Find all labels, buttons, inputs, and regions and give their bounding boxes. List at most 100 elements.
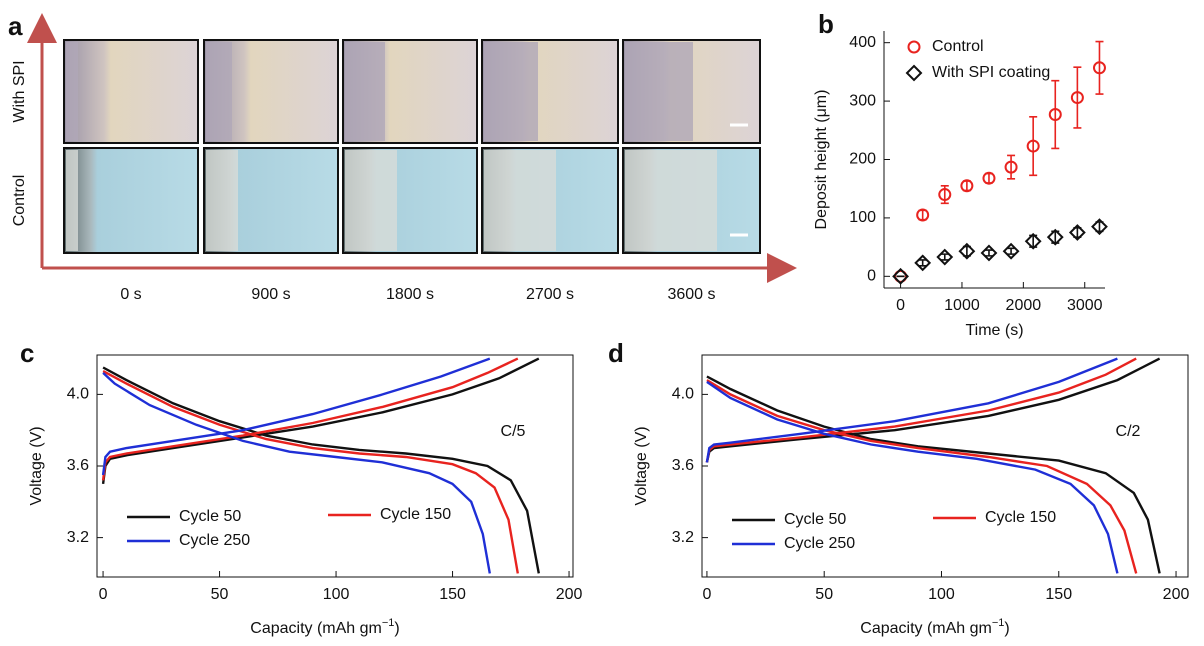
curve xyxy=(101,357,540,485)
point xyxy=(894,269,908,283)
x-tick-label: 150 xyxy=(1045,586,1072,603)
legend-label: Cycle 250 xyxy=(784,535,855,552)
legend-label: Cycle 250 xyxy=(179,532,250,549)
curve xyxy=(101,357,491,476)
point xyxy=(1046,228,1064,246)
error-bar xyxy=(1007,154,1016,180)
y-tick-label: 3.2 xyxy=(672,529,694,546)
y-tick-label: 400 xyxy=(849,34,876,51)
x-tick-label: 150 xyxy=(439,586,466,603)
point xyxy=(1092,61,1106,75)
y-tick-label: 100 xyxy=(849,209,876,226)
y-tick-label: 4.0 xyxy=(67,386,89,403)
panel-label: b xyxy=(818,9,834,39)
legend-label: Cycle 50 xyxy=(179,508,241,525)
deposit xyxy=(206,150,238,251)
error-bar xyxy=(940,253,949,261)
point xyxy=(1068,224,1086,241)
point xyxy=(936,248,954,266)
error-bar xyxy=(918,259,927,267)
x-axis-label-part: ) xyxy=(394,620,399,637)
error-bar xyxy=(984,172,993,184)
deposit xyxy=(625,150,717,251)
chart: d 3.2 3.6 4.0 0 50 100 150 200 Voltage (V) Capacit… xyxy=(608,338,1189,637)
x-tick-label: 100 xyxy=(323,586,350,603)
time-label: 1800 s xyxy=(386,286,434,303)
row-label: With SPI xyxy=(11,60,28,122)
curve xyxy=(102,366,540,574)
point xyxy=(1004,160,1018,174)
y-tick-label: 300 xyxy=(849,92,876,109)
error-bar xyxy=(1073,66,1082,129)
curve xyxy=(101,357,519,481)
x-tick-label: 1000 xyxy=(944,297,980,314)
x-tick-label: 0 xyxy=(896,297,905,314)
annotation: C/5 xyxy=(501,423,526,440)
curve xyxy=(102,370,519,574)
y-tick-label: 3.2 xyxy=(67,529,89,546)
x-tick-label: 50 xyxy=(815,586,833,603)
legend-label: With SPI coating xyxy=(932,64,1050,81)
time-label: 0 s xyxy=(120,286,141,303)
point xyxy=(1070,91,1084,105)
deposit xyxy=(484,42,538,141)
row-label: Control xyxy=(11,175,28,227)
x-axis-label: Capacity (mAh gm−1) xyxy=(860,617,1009,637)
curve xyxy=(102,372,491,574)
point xyxy=(1091,218,1108,236)
curve xyxy=(706,380,1119,574)
plot-frame xyxy=(96,354,574,578)
panel-label: a xyxy=(8,11,23,41)
micrograph xyxy=(63,39,199,144)
error-bar xyxy=(962,180,971,192)
error-bar xyxy=(1029,116,1038,177)
deposit xyxy=(625,42,693,141)
point xyxy=(980,244,998,262)
x-axis-label-part: Capacity (mAh gm xyxy=(860,620,992,637)
point xyxy=(1002,242,1020,260)
x-axis-label-part: −1 xyxy=(992,617,1005,629)
point xyxy=(960,179,974,193)
legend-marker xyxy=(907,40,921,54)
time-label: 900 s xyxy=(251,286,290,303)
error-bar xyxy=(1051,79,1060,150)
curve xyxy=(706,375,1161,574)
curve xyxy=(705,357,1118,463)
chart: b 0 100 200 300 400 0 1000 2000 3000 Deposit heigh… xyxy=(813,9,1108,339)
error-bar xyxy=(918,209,927,221)
point xyxy=(1024,232,1042,250)
x-axis-label-part: Capacity (mAh gm xyxy=(250,620,382,637)
panel-a: a With SPI Control 0 s 900 s 1800 s 2700 s 3600… xyxy=(8,11,797,303)
legend-marker xyxy=(905,64,923,82)
point xyxy=(892,267,909,285)
curve xyxy=(706,379,1138,574)
point xyxy=(958,242,976,260)
time-label: 3600 s xyxy=(667,286,715,303)
point xyxy=(938,188,952,202)
point xyxy=(1048,108,1062,122)
deposit xyxy=(345,42,385,141)
y-axis-label: Deposit height (μm) xyxy=(813,90,830,230)
panel-label: d xyxy=(608,338,624,368)
deposit xyxy=(206,42,232,141)
legend-label: Control xyxy=(932,38,984,55)
y-tick-label: 200 xyxy=(849,151,876,168)
y-tick-label: 3.6 xyxy=(672,457,694,474)
curve xyxy=(705,357,1137,463)
x-tick-label: 100 xyxy=(928,586,955,603)
x-axis-label-part: ) xyxy=(1004,620,1009,637)
deposit xyxy=(66,42,78,141)
y-axis-label: Voltage (V) xyxy=(28,426,45,505)
x-axis-label: Capacity (mAh gm−1) xyxy=(250,617,399,637)
x-tick-label: 0 xyxy=(702,586,711,603)
error-bar xyxy=(1007,247,1016,255)
x-tick-label: 50 xyxy=(211,586,229,603)
y-tick-label: 0 xyxy=(867,268,876,285)
deposit xyxy=(345,150,397,251)
x-tick-label: 0 xyxy=(99,586,108,603)
x-tick-label: 200 xyxy=(556,586,583,603)
y-tick-label: 4.0 xyxy=(672,386,694,403)
legend-label: Cycle 150 xyxy=(985,509,1056,526)
x-tick-label: 200 xyxy=(1163,586,1190,603)
